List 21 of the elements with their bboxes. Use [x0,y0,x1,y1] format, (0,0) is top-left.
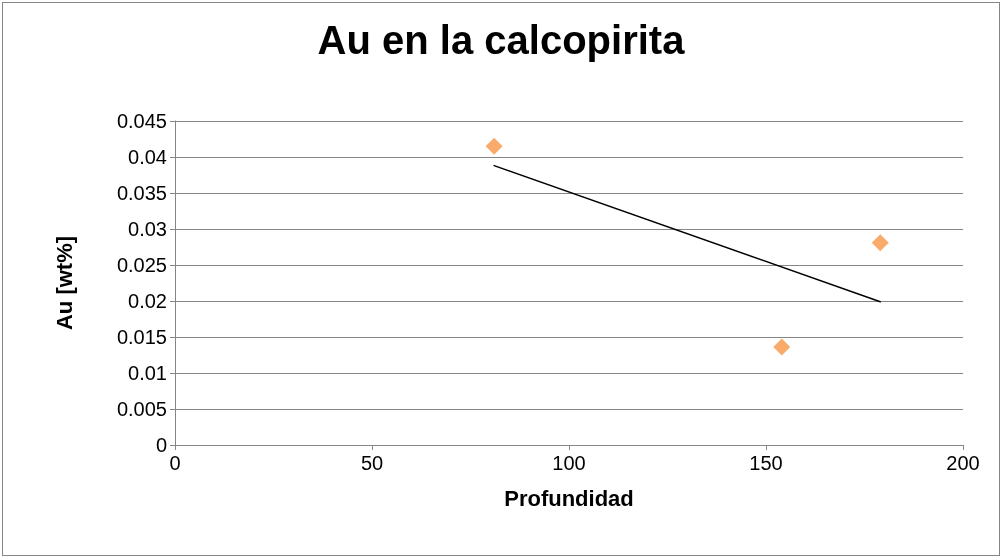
chart-title: Au en la calcopirita [317,18,686,62]
point [871,234,889,252]
y-tick-label: 0.04 [128,146,167,168]
y-tick-label: 0.035 [116,182,167,204]
y-tick-label: 0.015 [116,326,167,348]
x-tick-label: 0 [169,452,181,474]
x-tick-label: 200 [946,452,980,474]
x-axis-title: Profundidad [504,485,634,511]
y-tick-label: 0.02 [128,290,167,312]
y-tick-label: 0.045 [116,110,167,132]
y-tick-label: 0 [155,434,167,456]
y-tick-label: 0.01 [128,362,167,384]
x-tick-label: 50 [360,452,384,474]
point [485,137,503,155]
y-tick-label: 0.005 [116,398,167,420]
x-tick-label: 150 [749,452,783,474]
y-tick-label: 0.025 [116,254,167,276]
x-tick-label: 100 [552,452,586,474]
y-tick-label: 0.03 [128,218,167,240]
y-axis-title: Au [wt%] [51,235,77,331]
point [773,338,791,356]
